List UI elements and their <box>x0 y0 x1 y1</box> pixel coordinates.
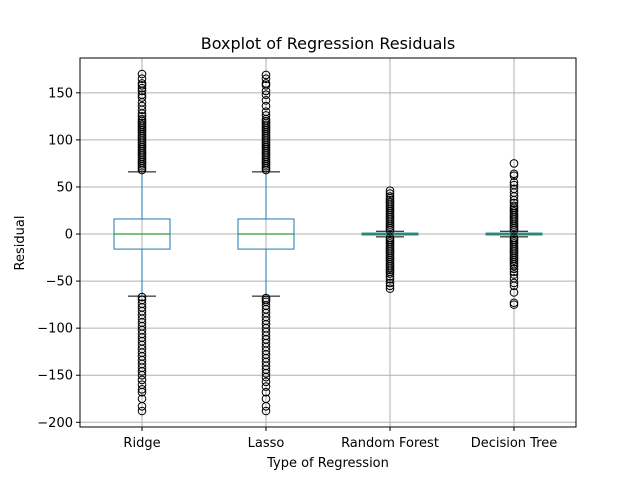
outlier-point <box>261 372 271 382</box>
y-axis-title: Residual <box>13 216 28 271</box>
y-tick-label: −100 <box>37 322 73 337</box>
outlier-point <box>261 79 271 88</box>
y-tick-label: 100 <box>48 133 73 148</box>
outlier-point <box>137 93 147 102</box>
y-tick-label: −200 <box>37 416 73 431</box>
y-tick-label: 50 <box>56 180 73 195</box>
outlier-point <box>137 90 147 100</box>
outlier-point <box>137 79 147 88</box>
y-tick-label: 0 <box>65 228 73 243</box>
y-tick-label: −50 <box>46 275 73 290</box>
outlier-point <box>261 382 271 391</box>
outlier-point <box>385 192 395 201</box>
outlier-point <box>509 159 519 168</box>
y-tick-label: −150 <box>37 369 73 384</box>
x-tick-label: Decision Tree <box>471 436 558 451</box>
box-random-forest <box>361 186 419 293</box>
outlier-point <box>137 370 147 380</box>
outlier-point <box>509 288 519 297</box>
plot-frame <box>79 57 577 428</box>
box-ridge <box>113 69 171 416</box>
outlier-point <box>261 101 271 111</box>
outlier-point <box>509 270 519 279</box>
outlier-point <box>509 267 519 276</box>
outlier-point <box>137 406 147 416</box>
outlier-point <box>261 111 271 120</box>
outlier-point <box>261 387 271 397</box>
outlier-point <box>137 69 147 79</box>
outlier-point <box>261 377 271 387</box>
outlier-point <box>261 406 271 416</box>
outlier-point <box>261 96 271 105</box>
outlier-point <box>509 184 519 194</box>
x-tick-label: Ridge <box>123 436 160 451</box>
outlier-point <box>137 401 147 411</box>
y-tick-label: 150 <box>48 86 73 101</box>
outlier-point <box>137 292 147 302</box>
outlier-point <box>509 264 519 274</box>
outlier-point <box>385 189 395 198</box>
outlier-point <box>509 261 519 271</box>
outlier-point <box>137 387 147 397</box>
x-axis-title: Type of Regression <box>266 456 389 471</box>
outlier-point <box>137 385 147 394</box>
outlier-point <box>261 74 271 84</box>
outlier-point <box>137 83 147 93</box>
outlier-point <box>137 101 147 111</box>
box-lasso <box>237 70 295 416</box>
outlier-point <box>509 177 519 187</box>
outlier-point <box>509 300 519 309</box>
x-tick-label: Lasso <box>248 436 285 451</box>
outlier-point <box>385 281 395 291</box>
x-tick-label: Random Forest <box>341 436 439 451</box>
outlier-point <box>137 114 147 124</box>
outlier-point <box>385 284 395 293</box>
outlier-point <box>137 375 147 385</box>
outlier-point <box>385 278 395 288</box>
box-decision-tree <box>485 159 543 309</box>
outlier-point <box>509 278 519 288</box>
outlier-point <box>261 70 271 80</box>
outlier-point <box>137 74 147 84</box>
outlier-point <box>137 367 147 376</box>
outlier-point <box>385 272 395 281</box>
outlier-point <box>385 274 395 284</box>
outlier-point <box>509 180 519 190</box>
outlier-point <box>509 201 519 211</box>
outlier-point <box>509 169 519 179</box>
outlier-point <box>509 281 519 291</box>
outlier-point <box>261 401 271 411</box>
outlier-point <box>137 112 147 121</box>
outlier-point <box>261 369 271 378</box>
axes: −200 −150 −100 −50 0 50 100 150 Ridge Lasso Random… <box>37 86 557 451</box>
outlier-point <box>261 90 271 100</box>
outlier-point <box>509 198 519 208</box>
chart-title: Boxplot of Regression Residuals <box>201 34 456 53</box>
outlier-point <box>385 186 395 196</box>
boxes <box>113 69 543 416</box>
outlier-point <box>385 269 395 278</box>
outlier-point <box>261 107 271 116</box>
